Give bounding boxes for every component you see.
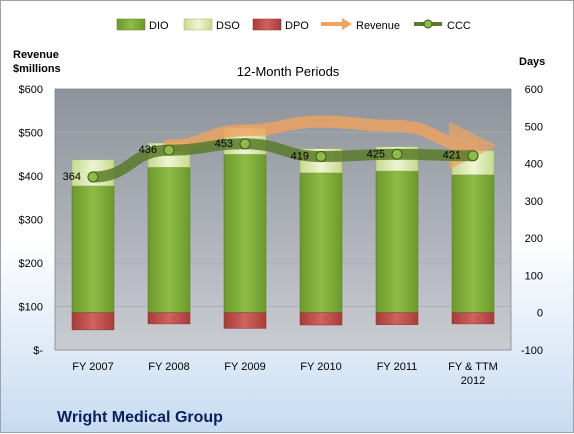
- bar-dio: [147, 167, 191, 313]
- legend-marker-ccc: [423, 19, 433, 29]
- x-tick-label: FY 2011: [377, 361, 418, 373]
- legend-item-ccc: CCC: [414, 19, 471, 32]
- legend-label-dpo: DPO: [285, 20, 309, 32]
- legend-label-revenue: Revenue: [356, 20, 400, 32]
- chart-title: 12-Month Periods: [237, 64, 340, 79]
- right-tick-label: 100: [525, 270, 543, 282]
- ccc-marker: [391, 148, 403, 160]
- left-tick-label: $600: [19, 84, 43, 96]
- left-tick-label: $200: [19, 258, 43, 270]
- bar-dio: [223, 154, 267, 313]
- right-tick-label: 600: [525, 84, 543, 96]
- legend-item-dso: DSO: [183, 18, 240, 32]
- ccc-data-label: 364: [63, 171, 81, 183]
- ccc-data-label: 453: [215, 138, 233, 150]
- legend-item-revenue: Revenue: [321, 18, 400, 32]
- ccc-data-label: 419: [291, 150, 309, 162]
- left-tick-label: $300: [19, 215, 43, 227]
- revenue-series: [163, 115, 497, 170]
- bar-dpo: [375, 312, 419, 325]
- ccc-marker: [467, 150, 479, 162]
- legend-label-dio: DIO: [149, 20, 169, 32]
- ccc-marker: [163, 144, 175, 156]
- left-tick-label: $500: [19, 128, 43, 140]
- x-tick-label: FY 2010: [300, 361, 341, 373]
- x-tick-label: FY 2008: [148, 361, 189, 373]
- right-tick-label: -100: [521, 345, 543, 357]
- legend-label-ccc: CCC: [447, 20, 471, 32]
- left-axis-title-line1: Revenue: [13, 49, 59, 61]
- left-tick-label: $400: [19, 171, 43, 183]
- bar-dpo: [147, 312, 191, 325]
- right-tick-label: 500: [525, 121, 543, 133]
- company-name: Wright Medical Group: [57, 409, 223, 426]
- legend-label-dso: DSO: [216, 20, 240, 32]
- revenue-line: [163, 115, 497, 170]
- ccc-data-label: 436: [139, 144, 157, 156]
- left-axis-title-line2: $millions: [13, 63, 61, 75]
- bar-dio: [451, 174, 495, 313]
- legend-item-dpo: DPO: [252, 18, 309, 32]
- ccc-series: 364 436 453 419 425 421: [63, 138, 479, 183]
- legend-swatch-dso: [183, 18, 213, 31]
- right-axis: -100 0 100 200 300 400 500 600: [521, 84, 543, 357]
- x-tick-label: FY 2007: [72, 361, 113, 373]
- right-tick-label: 400: [525, 159, 543, 171]
- right-axis-title: Days: [519, 56, 545, 68]
- legend-arrow-icon: [342, 18, 352, 30]
- x-tick-label: FY 2009: [224, 361, 265, 373]
- bar-dpo: [223, 312, 267, 329]
- left-tick-label: $100: [19, 302, 43, 314]
- right-tick-label: 200: [525, 233, 543, 245]
- bar-dpo: [299, 312, 343, 326]
- right-tick-label: 0: [537, 308, 543, 320]
- right-tick-label: 300: [525, 196, 543, 208]
- ccc-marker: [87, 171, 99, 183]
- legend-item-dio: DIO: [116, 18, 169, 32]
- bar-dpo: [71, 312, 115, 331]
- ccc-marker: [239, 138, 251, 150]
- left-axis: $- $100 $200 $300 $400 $500 $600: [19, 84, 44, 357]
- bar-dio: [71, 185, 115, 313]
- bar-dpo: [451, 312, 495, 325]
- bar-dio: [299, 172, 343, 313]
- x-tick-label: FY & TTM 2012: [448, 361, 498, 387]
- legend: DIO DSO DPO Revenue CCC: [116, 18, 471, 32]
- legend-swatch-dpo: [252, 18, 282, 31]
- bar-dio: [375, 170, 419, 313]
- left-tick-label: $-: [33, 345, 43, 357]
- ccc-data-label: 421: [443, 150, 461, 162]
- ccc-marker: [315, 150, 327, 162]
- legend-swatch-dio: [116, 18, 146, 31]
- x-axis: FY 2007 FY 2008 FY 2009 FY 2010 FY 2011 FY & …: [72, 361, 498, 387]
- ccc-data-label: 425: [367, 148, 385, 160]
